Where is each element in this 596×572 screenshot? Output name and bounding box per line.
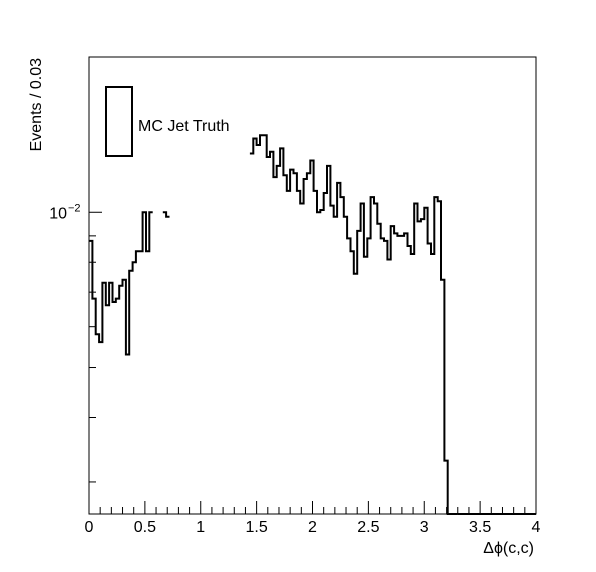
histogram-series <box>89 134 536 515</box>
x-axis-ticks: 0 0.5 1 1.5 2 2.5 3 3.5 4 <box>85 501 541 536</box>
x-tick-label: 2.5 <box>357 519 379 536</box>
x-tick-label: 3.5 <box>469 519 491 536</box>
x-tick-label: 0 <box>85 519 94 536</box>
legend-label: MC Jet Truth <box>138 118 230 135</box>
y-axis-title: Events / 0.03 <box>28 58 45 151</box>
histogram-step-segment <box>249 134 458 515</box>
y-tick-label-exponent: −2 <box>68 202 81 214</box>
x-tick-label: 0.5 <box>134 519 156 536</box>
x-axis-title: Δϕ(c,c) <box>483 540 534 557</box>
y-tick-label-base: 10 <box>49 205 67 222</box>
x-tick-label: 1.5 <box>246 519 268 536</box>
x-tick-label: 4 <box>532 519 541 536</box>
y-axis-ticks: 10 −2 <box>49 56 102 483</box>
x-tick-label: 2 <box>308 519 317 536</box>
x-tick-label: 3 <box>420 519 429 536</box>
histogram-step-segment <box>89 211 153 356</box>
legend: MC Jet Truth <box>105 86 230 157</box>
histogram-step-segment <box>162 211 170 218</box>
x-tick-label: 1 <box>196 519 205 536</box>
legend-box <box>105 86 133 157</box>
